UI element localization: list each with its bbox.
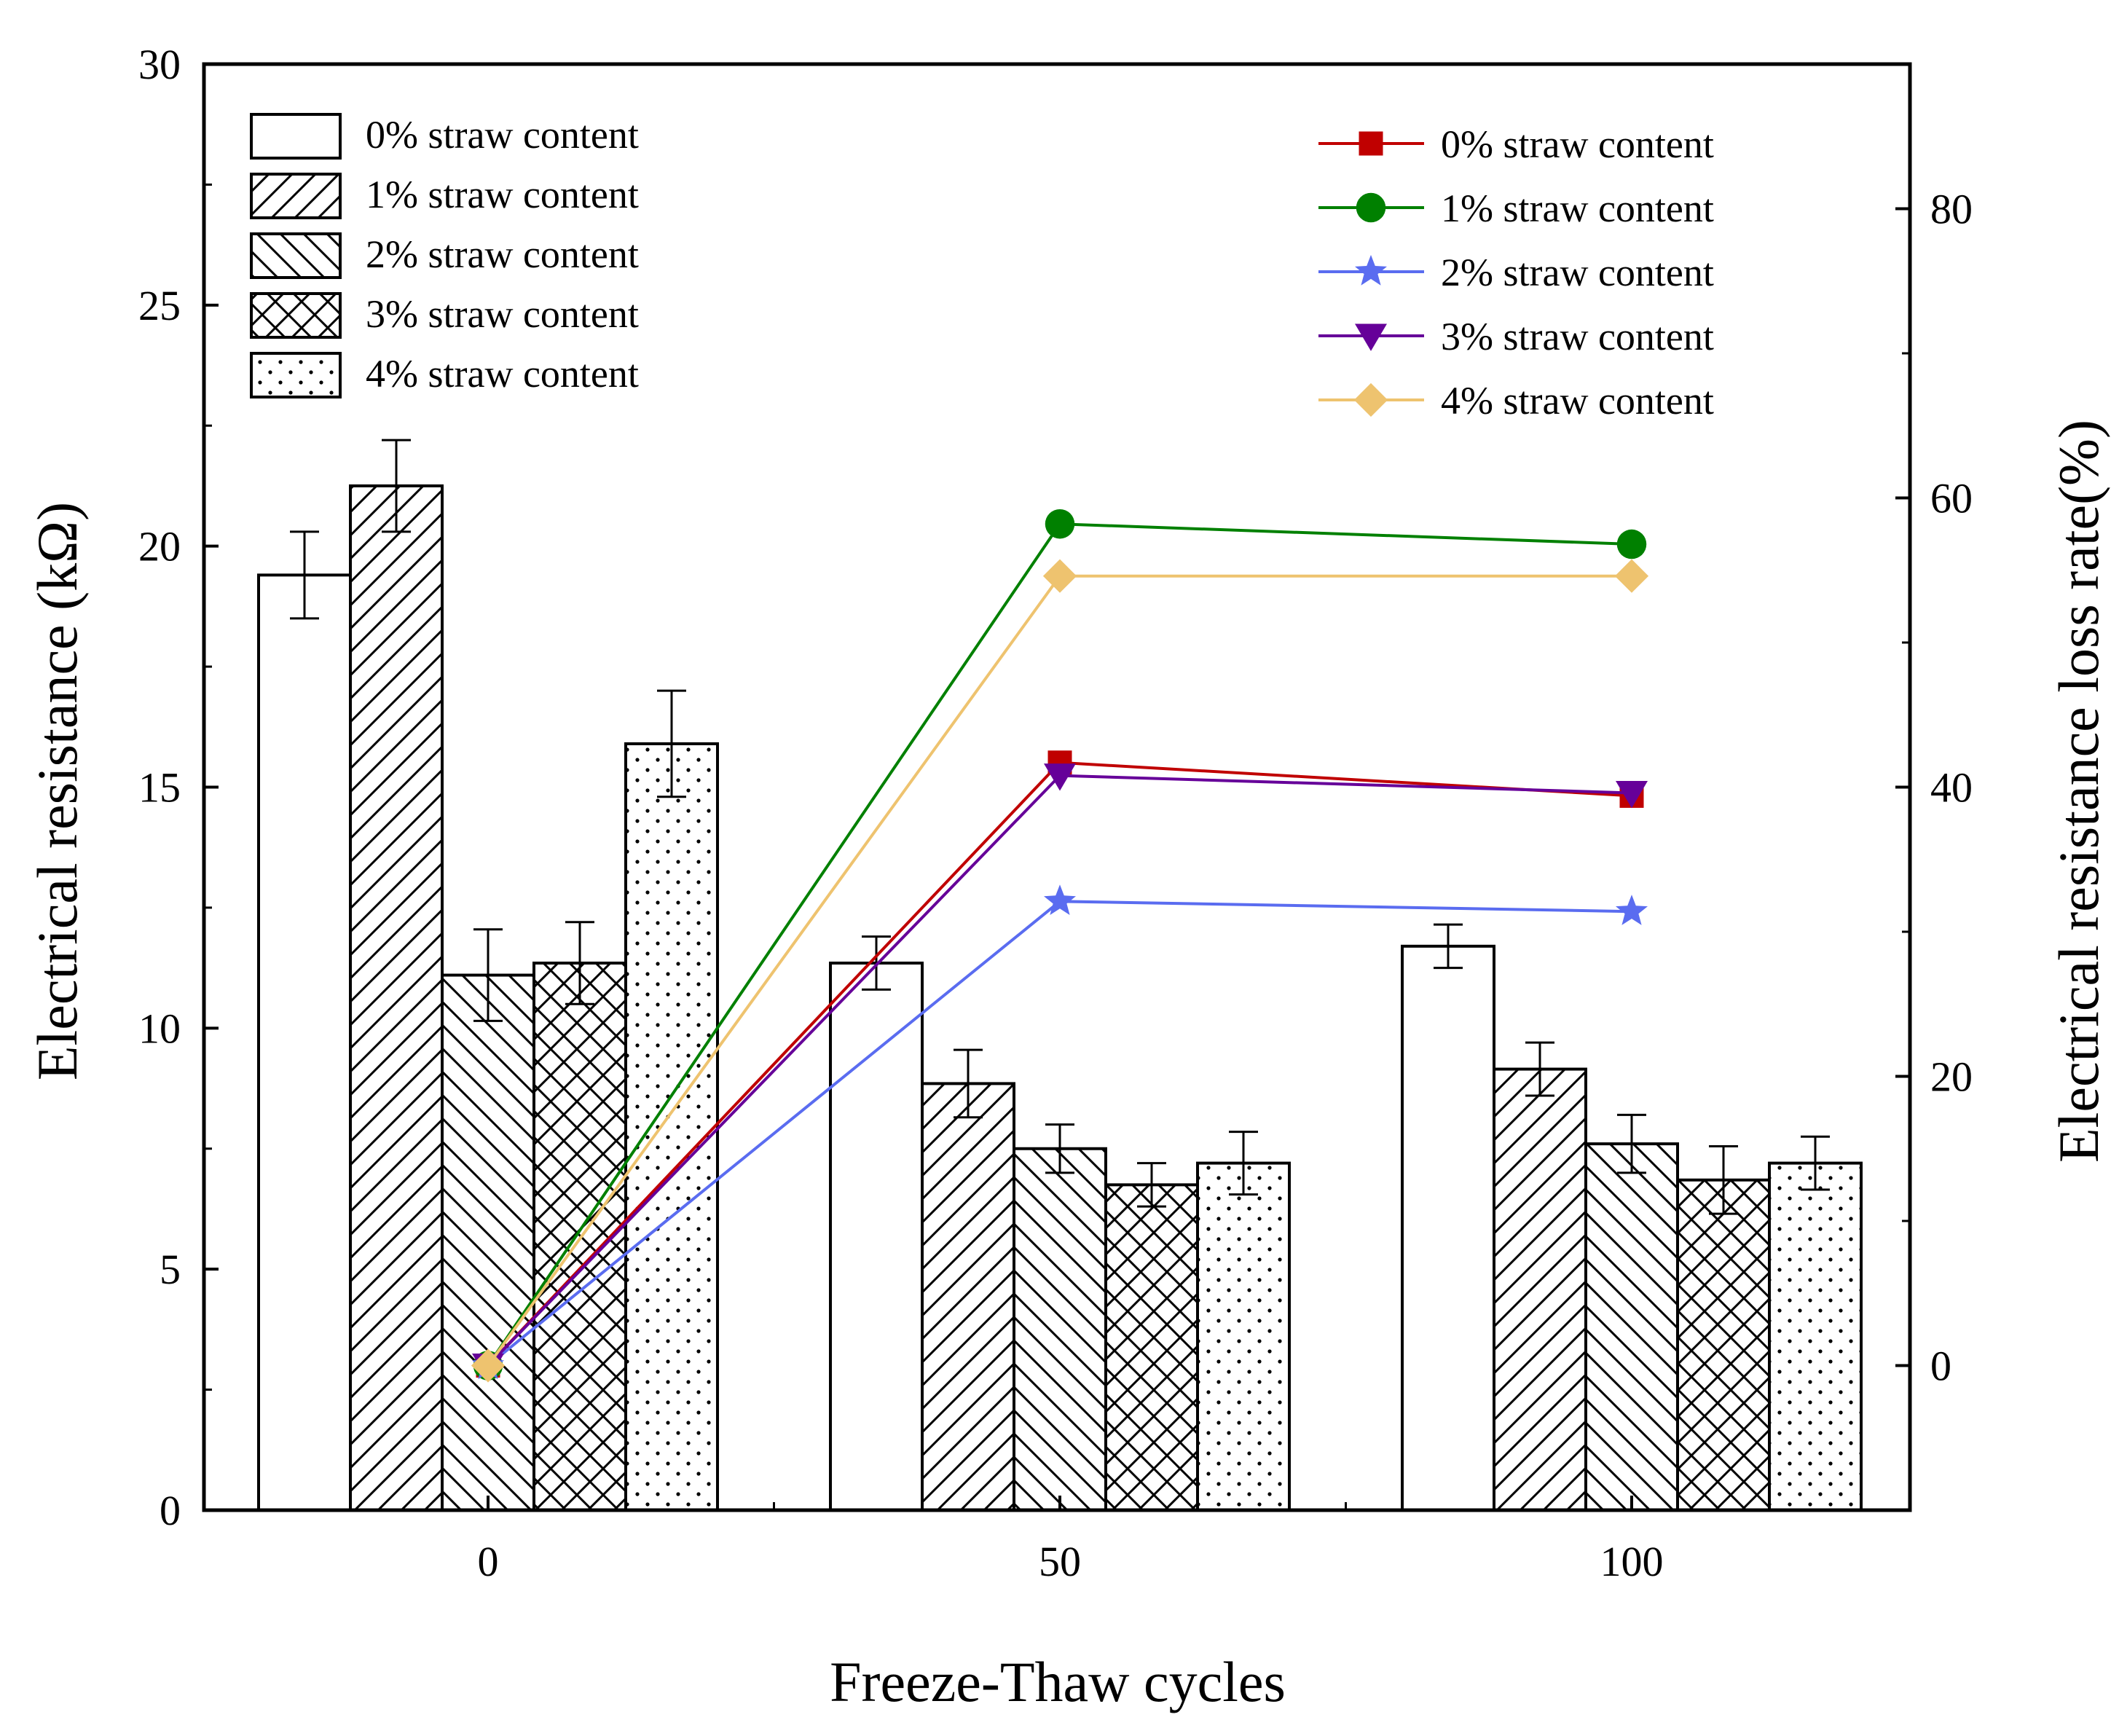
bar	[1584, 1142, 1679, 1512]
marker	[1356, 192, 1386, 223]
x-tick-label: 100	[1600, 1538, 1664, 1585]
axes-layer: 0 5 10 15 20 25 30 0 20 40 60 80 0 50 100	[138, 41, 1973, 1585]
legend-label: 4% straw content	[1441, 379, 1714, 423]
bar	[1768, 1161, 1863, 1512]
y-right-tick-label: 40	[1930, 764, 1973, 812]
bar-group	[349, 439, 444, 1512]
line-series	[473, 508, 1647, 1380]
y-tick-label: 20	[138, 523, 181, 570]
marker	[1045, 508, 1075, 539]
legend-bars: 0% straw content 1% straw content 2% straw…	[250, 113, 639, 398]
bar	[349, 484, 444, 1512]
marker	[1614, 559, 1649, 593]
bar-group	[1493, 1041, 1587, 1512]
legend-line-item: 0% straw content	[1318, 122, 1714, 166]
bar	[1493, 1067, 1587, 1512]
marker	[1359, 131, 1383, 156]
bars-layer	[257, 439, 1863, 1512]
bar-group	[624, 689, 719, 1512]
bar-group	[532, 921, 627, 1512]
bar-group	[1013, 1123, 1107, 1512]
bar-group	[1584, 1113, 1679, 1512]
y-tick-label: 0	[160, 1487, 181, 1534]
bar-group	[441, 928, 535, 1512]
legend-bar-item: 1% straw content	[250, 173, 639, 219]
bar	[257, 573, 352, 1512]
bar	[1013, 1147, 1107, 1512]
y-right-tick-label: 20	[1930, 1053, 1973, 1101]
bar	[441, 973, 535, 1512]
y-right-tick-label: 0	[1930, 1343, 1951, 1390]
marker	[1353, 382, 1388, 417]
legend-bar-item: 0% straw content	[250, 113, 639, 160]
bar-group	[1196, 1131, 1291, 1512]
y-right-tick-label: 80	[1930, 186, 1973, 233]
marker	[1355, 254, 1387, 286]
y-tick-label: 15	[138, 764, 181, 812]
legend-swatch	[250, 232, 342, 279]
x-axis-title: Freeze-Thaw cycles	[830, 1650, 1286, 1713]
legend-line-item: 2% straw content	[1318, 251, 1714, 294]
marker	[1044, 884, 1076, 915]
legend-swatch	[250, 173, 342, 219]
legend-lines: 0% straw content 1% straw content 2% straw…	[1318, 122, 1714, 423]
y-tick-label: 30	[138, 41, 181, 88]
y-tick-label: 25	[138, 282, 181, 329]
marker	[1355, 323, 1387, 351]
legend-bar-item: 2% straw content	[250, 232, 639, 279]
legend-label: 1% straw content	[366, 173, 639, 216]
x-tick-label: 50	[1039, 1538, 1081, 1585]
marker	[1616, 780, 1648, 809]
legend-label: 4% straw content	[366, 352, 639, 396]
legend-swatch	[250, 352, 342, 398]
legend-label: 3% straw content	[366, 292, 639, 336]
legend-line-item: 4% straw content	[1318, 379, 1714, 423]
bar	[829, 962, 924, 1512]
y-axis-title: Electrical resistance (kΩ)	[25, 502, 89, 1080]
legend-label: 3% straw content	[1441, 315, 1714, 358]
legend-bar-item: 3% straw content	[250, 292, 639, 339]
bar	[921, 1082, 1015, 1512]
legend-label: 0% straw content	[366, 113, 639, 157]
legend-swatch	[250, 292, 342, 339]
legend-line-item: 1% straw content	[1318, 186, 1714, 230]
bar-group	[1401, 923, 1495, 1512]
x-tick-label: 0	[478, 1538, 499, 1585]
bar-group	[1104, 1162, 1199, 1512]
marker	[1616, 895, 1648, 925]
marker	[1616, 529, 1647, 559]
legend-line-item: 3% straw content	[1318, 315, 1714, 358]
bar-group	[257, 530, 352, 1512]
line-series	[471, 559, 1649, 1383]
bar	[1401, 944, 1495, 1512]
y-tick-label: 10	[138, 1005, 181, 1052]
bar-group	[1676, 1144, 1771, 1512]
bar	[1104, 1183, 1199, 1512]
marker	[471, 1348, 506, 1383]
lines-layer	[471, 508, 1649, 1383]
legend-bar-item: 4% straw content	[250, 352, 639, 398]
bar-group	[921, 1048, 1015, 1512]
legend-swatch	[250, 113, 342, 160]
bar-group	[1768, 1135, 1863, 1512]
legend-label: 0% straw content	[1441, 122, 1714, 166]
y-axis-right-title: Electrical resistance loss rate(%)	[2047, 420, 2110, 1163]
marker	[1044, 763, 1076, 791]
legend-label: 1% straw content	[1441, 186, 1714, 230]
legend-label: 2% straw content	[366, 232, 639, 276]
bar	[624, 742, 719, 1512]
bar	[1196, 1161, 1291, 1512]
legend-label: 2% straw content	[1441, 251, 1714, 294]
y-right-tick-label: 60	[1930, 475, 1973, 522]
y-tick-label: 5	[160, 1246, 181, 1293]
bar	[1676, 1178, 1771, 1512]
marker	[1042, 559, 1077, 593]
